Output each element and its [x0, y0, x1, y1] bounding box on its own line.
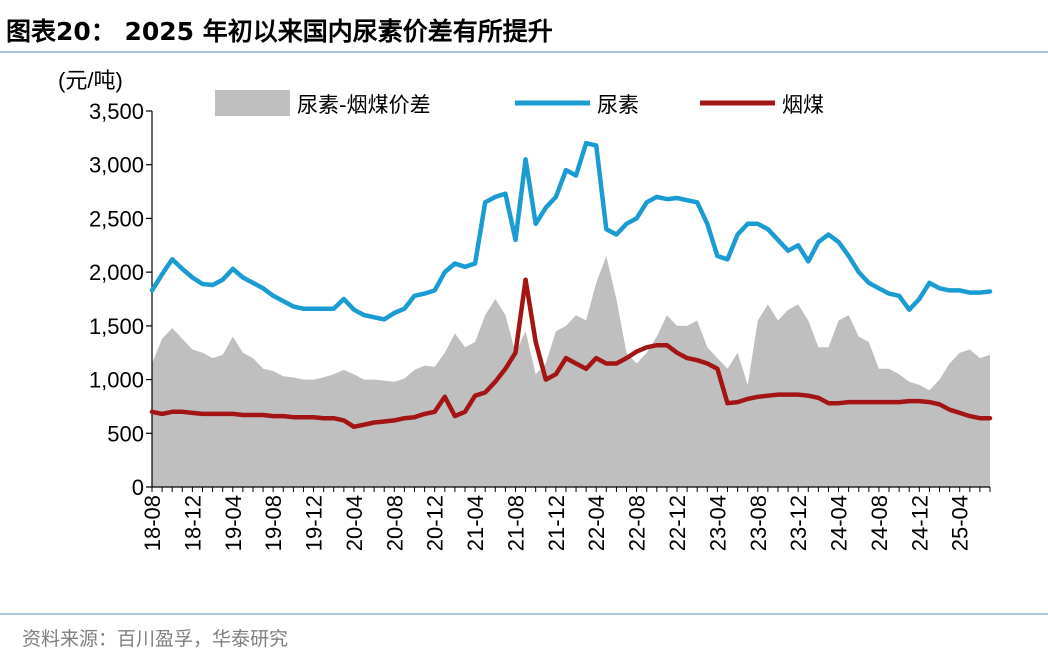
chart-title: 图表20： 2025 年初以来国内尿素价差有所提升	[6, 17, 553, 46]
y-tick-label: 0	[132, 475, 144, 500]
x-tick-label: 22-08	[625, 495, 650, 551]
legend-spread-label: 尿素-烟煤价差	[297, 93, 431, 117]
x-tick-label: 20-12	[423, 495, 448, 551]
coal-line	[149, 277, 993, 430]
x-tick-label: 20-04	[342, 495, 367, 551]
legend-spread-swatch	[215, 90, 290, 116]
legend: 尿素-烟煤价差 尿素 烟煤	[215, 90, 824, 117]
x-tick-label: 19-08	[261, 495, 286, 551]
x-tick-label: 21-08	[504, 495, 529, 551]
x-tick-label: 19-12	[302, 495, 327, 551]
y-tick-label: 1,500	[89, 314, 144, 339]
y-tick-label: 3,500	[89, 99, 144, 124]
x-tick-label: 23-12	[786, 495, 811, 551]
y-tick-label: 2,000	[89, 260, 144, 285]
x-tick-label: 21-12	[544, 495, 569, 551]
legend-urea-label: 尿素	[597, 93, 639, 117]
x-tick-label: 22-12	[665, 495, 690, 551]
x-tick-label: 24-12	[907, 495, 932, 551]
x-tick-label: 18-08	[140, 495, 165, 551]
x-tick-label: 23-04	[705, 495, 730, 551]
x-tick-label: 23-08	[746, 495, 771, 551]
x-tick-label: 25-04	[948, 495, 973, 551]
y-tick-label: 3,000	[89, 153, 144, 178]
x-tick-label: 19-04	[221, 495, 246, 551]
spread-area	[152, 256, 990, 487]
y-tick-label: 500	[107, 421, 144, 446]
axes: 0 500 1,000 1,500 2,000 2,500 3,000 3,500 18-08 1…	[89, 99, 991, 551]
x-tick-label: 24-04	[827, 495, 852, 551]
spread-area-series	[152, 256, 990, 487]
source-note: 资料来源：百川盈孚，华泰研究	[22, 628, 288, 650]
x-tick-label: 18-12	[180, 495, 205, 551]
x-tick-label: 21-04	[463, 495, 488, 551]
legend-coal-label: 烟煤	[782, 93, 824, 117]
line-series	[149, 140, 993, 430]
y-tick-label: 1,000	[89, 368, 144, 393]
y-tick-label: 2,500	[89, 206, 144, 231]
x-tick-label: 22-04	[584, 495, 609, 551]
x-tick-label: 24-08	[867, 495, 892, 551]
y-axis-unit-label: (元/吨)	[58, 68, 123, 93]
x-tick-label: 20-08	[382, 495, 407, 551]
urea-line	[149, 140, 993, 322]
